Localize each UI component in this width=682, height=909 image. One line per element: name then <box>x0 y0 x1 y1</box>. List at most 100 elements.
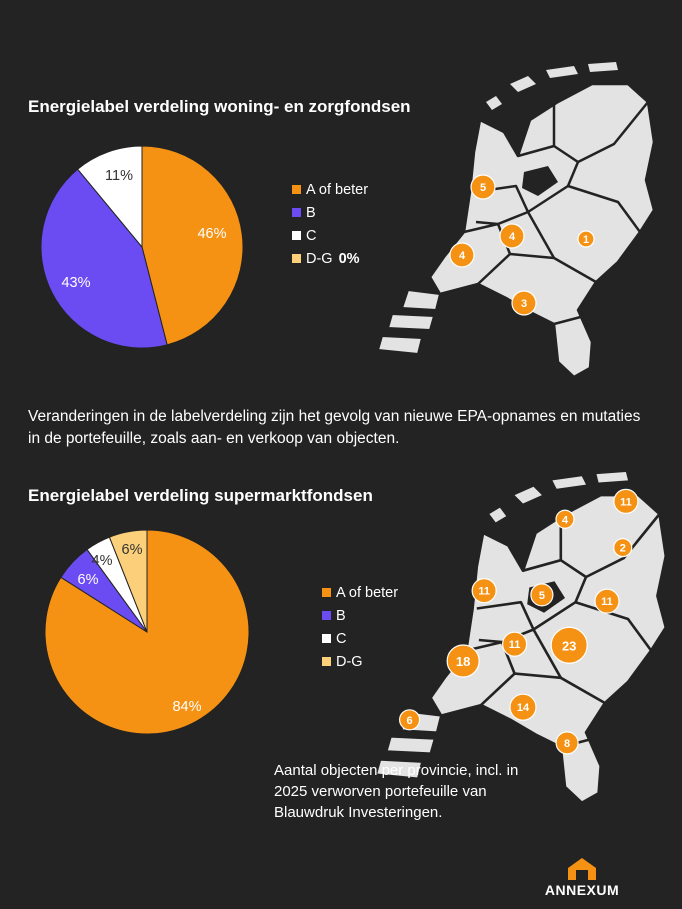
pie-slice-b <box>40 168 168 349</box>
pie-slice-c <box>76 145 143 249</box>
province-marker <box>471 578 497 604</box>
wadden-island <box>588 62 618 72</box>
province-marker <box>550 626 588 664</box>
legend-label: B <box>336 607 346 624</box>
pie-chart-supermarkt: 84% 6% 4% 6% <box>44 529 250 735</box>
pie-data-label: 84% <box>172 699 201 715</box>
legend-item: A of beter <box>322 581 398 604</box>
legend-label: C <box>306 227 317 244</box>
legend-label: A of beter <box>336 584 399 601</box>
province-count: 1 <box>583 234 589 246</box>
province-border <box>463 222 499 234</box>
province-count: 4 <box>459 250 466 262</box>
province-count: 4 <box>509 231 516 243</box>
legend-item: D-G 0% <box>292 247 368 270</box>
province-count: 5 <box>539 590 545 602</box>
pie-data-label: 46% <box>197 226 226 242</box>
province-count: 5 <box>480 182 486 194</box>
province-marker <box>501 631 528 657</box>
province-marker <box>613 537 633 558</box>
province-border <box>477 253 511 285</box>
legend-woning-zorg: A of beter B C D-G 0% <box>292 178 368 270</box>
province-border <box>585 513 661 579</box>
map-netherlands-1: 5 4 4 1 3 <box>376 62 656 379</box>
legend-supermarkt: A of beter B C D-G <box>322 581 398 673</box>
legend-item: B <box>322 604 398 627</box>
province-count: 11 <box>620 496 632 508</box>
province-border <box>577 101 649 164</box>
province-count: 6 <box>407 715 413 727</box>
zeeland-island <box>376 334 424 356</box>
province-marker <box>399 709 421 731</box>
province-border <box>480 672 516 707</box>
pie-data-label: 11% <box>105 168 133 184</box>
pie-chart-woning-zorg: 46% 43% 11% <box>40 145 244 349</box>
province-count: 4 <box>562 514 569 526</box>
province-count: 14 <box>517 702 530 714</box>
province-count: 2 <box>620 543 626 555</box>
legend-swatch <box>322 634 331 643</box>
zeeland-island <box>385 735 437 755</box>
province-marker <box>511 290 537 316</box>
legend-label: B <box>306 204 316 221</box>
province-marker <box>594 588 620 614</box>
province-marker <box>446 644 480 678</box>
pie-data-label: 43% <box>61 275 90 291</box>
wadden-island <box>514 486 542 504</box>
brand-name: ANNEXUM <box>544 882 620 898</box>
legend-swatch <box>322 611 331 620</box>
pie-slice-d-g <box>108 529 148 633</box>
province-marker <box>509 693 537 721</box>
map-land <box>428 82 656 379</box>
wadden-island <box>510 76 536 92</box>
label-change-note: Veranderingen in de labelverdeling zijn … <box>28 408 641 447</box>
legend-swatch <box>292 185 301 194</box>
province-count: 23 <box>562 638 576 653</box>
province-marker <box>449 242 475 268</box>
province-marker <box>555 731 579 755</box>
wadden-island <box>546 66 578 78</box>
province-count: 11 <box>509 639 521 651</box>
wadden-island <box>552 476 586 489</box>
legend-item: A of beter <box>292 178 368 201</box>
pie-data-label: 4% <box>92 553 113 569</box>
pie2-title: Energielabel verdeling supermarktfondsen <box>28 486 373 505</box>
map-land <box>429 493 668 805</box>
legend-label: C <box>336 630 347 647</box>
wadden-island <box>486 96 502 110</box>
wadden-island <box>596 472 628 483</box>
annexum-logo: ANNEXUM <box>532 856 632 898</box>
legend-item: B <box>292 201 368 224</box>
legend-value-dg: 0% <box>338 250 360 267</box>
province-marker <box>613 488 639 514</box>
province-border <box>500 641 606 705</box>
legend-swatch <box>292 231 301 240</box>
zeeland-island <box>386 312 436 332</box>
province-border <box>532 628 562 679</box>
pie-data-label: 6% <box>122 542 143 558</box>
province-border <box>553 308 594 326</box>
legend-item: C <box>292 224 368 247</box>
province-count: 8 <box>564 738 570 750</box>
province-marker <box>499 223 525 249</box>
map-netherlands-2: 11 4 2 11 5 11 11 23 18 6 14 8 <box>374 472 668 805</box>
zeeland-island <box>400 288 442 312</box>
province-border <box>567 184 642 233</box>
province-marker <box>470 174 496 200</box>
province-count: 3 <box>521 298 527 310</box>
zeeland-island <box>374 758 424 780</box>
legend-item: D-G <box>322 650 398 673</box>
province-marker <box>530 583 554 607</box>
legend-label: A of beter <box>306 181 369 198</box>
province-border <box>575 600 653 652</box>
legend-label: D-G <box>336 653 363 670</box>
map-caption: Aantal objecten per provincie, incl. in … <box>274 762 519 821</box>
legend-label: D-G <box>306 250 333 267</box>
pie-slice-a-of-beter <box>141 145 244 346</box>
house-logo-icon <box>568 858 596 880</box>
province-count: 11 <box>478 586 490 598</box>
legend-swatch <box>292 208 301 217</box>
ijsselmeer <box>522 166 558 196</box>
legend-swatch <box>322 657 331 666</box>
